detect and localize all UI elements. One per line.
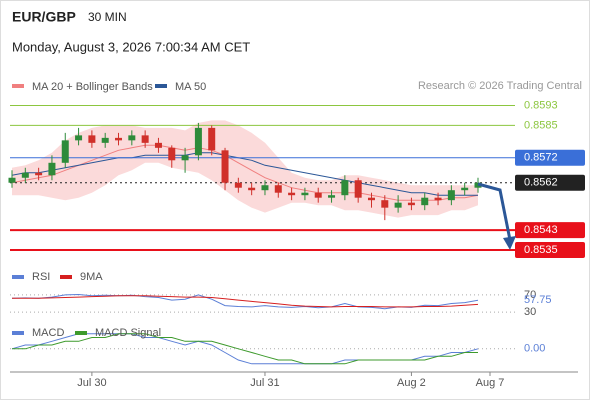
legend-swatch xyxy=(60,275,72,279)
level-label: 0.8593 xyxy=(524,99,558,111)
candle-body xyxy=(88,135,96,143)
legend-swatch xyxy=(12,84,24,88)
legend-swatch xyxy=(155,84,167,88)
forecast-arrow xyxy=(477,182,512,241)
level-box xyxy=(515,242,585,259)
legend-label: RSI xyxy=(32,271,50,283)
current-value-label: 57.75 xyxy=(524,294,552,306)
candle-body xyxy=(328,195,336,198)
legend-label: MACD Signal xyxy=(95,327,161,339)
level-label: 0.8562 xyxy=(524,177,558,189)
candle-body xyxy=(61,140,69,163)
forecast-arrowhead xyxy=(503,236,516,250)
x-tick-label: Jul 31 xyxy=(250,377,279,389)
legend-swatch xyxy=(12,331,24,335)
candle-body xyxy=(434,197,442,201)
x-tick-label: Aug 7 xyxy=(476,377,505,389)
candle-body xyxy=(407,202,415,206)
candle-body xyxy=(8,177,16,183)
candle-body xyxy=(314,192,322,198)
level-box xyxy=(515,149,585,166)
symbol: EUR/GBP xyxy=(12,9,76,25)
candle-body xyxy=(301,192,309,196)
timestamp: Monday, August 3, 2026 7:00:34 AM CET xyxy=(12,39,250,54)
candle-body xyxy=(128,135,136,141)
candle-body xyxy=(421,197,429,206)
level-label: 0.8535 xyxy=(524,244,558,256)
interval: 30 MIN xyxy=(88,10,127,24)
candle-body xyxy=(115,137,123,141)
level-box xyxy=(515,222,585,239)
candle-body xyxy=(274,185,282,193)
candle-body xyxy=(221,150,229,183)
indicator-line xyxy=(12,295,479,308)
candle-body xyxy=(48,162,56,176)
y-tick-label: 70 xyxy=(524,289,536,301)
level-label: 0.8543 xyxy=(524,224,558,236)
plot: MA 20 + Bollinger Bands MA 50 0.8593 0.8585… xyxy=(8,81,585,389)
candle-body xyxy=(288,192,296,196)
indicator-line xyxy=(12,333,478,365)
candle-body xyxy=(381,200,389,208)
candle-body xyxy=(341,180,349,196)
candle-body xyxy=(194,127,202,156)
candle-body xyxy=(367,197,375,201)
overlay xyxy=(477,182,516,250)
legend-label: MA 20 + Bollinger Bands xyxy=(32,81,153,93)
candle-body xyxy=(101,137,109,143)
legend-label: 9MA xyxy=(80,271,103,283)
x-tick-label: Jul 30 xyxy=(77,377,106,389)
credit: Research © 2026 Trading Central xyxy=(418,80,582,92)
candle-body xyxy=(354,180,362,198)
overlay-line xyxy=(11,152,478,196)
legend-label: MACD xyxy=(32,327,64,339)
candle-body xyxy=(208,127,216,151)
candle-body xyxy=(248,187,256,191)
candle-body xyxy=(21,172,29,178)
candle-body xyxy=(394,202,402,208)
legend-swatch xyxy=(12,275,24,279)
candle-body xyxy=(181,155,189,161)
candle-body xyxy=(168,147,176,161)
level-label: 0.8572 xyxy=(524,152,558,164)
legend-swatch xyxy=(75,331,87,335)
legend-label: MA 50 xyxy=(175,81,206,93)
candle-body xyxy=(154,142,162,148)
level-box xyxy=(515,174,585,191)
candle-body xyxy=(234,182,242,188)
level-label: 0.8585 xyxy=(524,119,558,131)
overlay-line xyxy=(11,144,479,201)
x-tick-label: Aug 2 xyxy=(397,377,426,389)
candle-body xyxy=(447,190,455,201)
candle-body xyxy=(35,172,43,176)
candle-body xyxy=(75,135,83,141)
candle-body xyxy=(261,185,269,191)
candle-body xyxy=(461,187,469,191)
candle-body xyxy=(141,135,149,143)
y-tick-label: 30 xyxy=(524,306,536,318)
y-tick-label: 0.00 xyxy=(524,343,545,355)
